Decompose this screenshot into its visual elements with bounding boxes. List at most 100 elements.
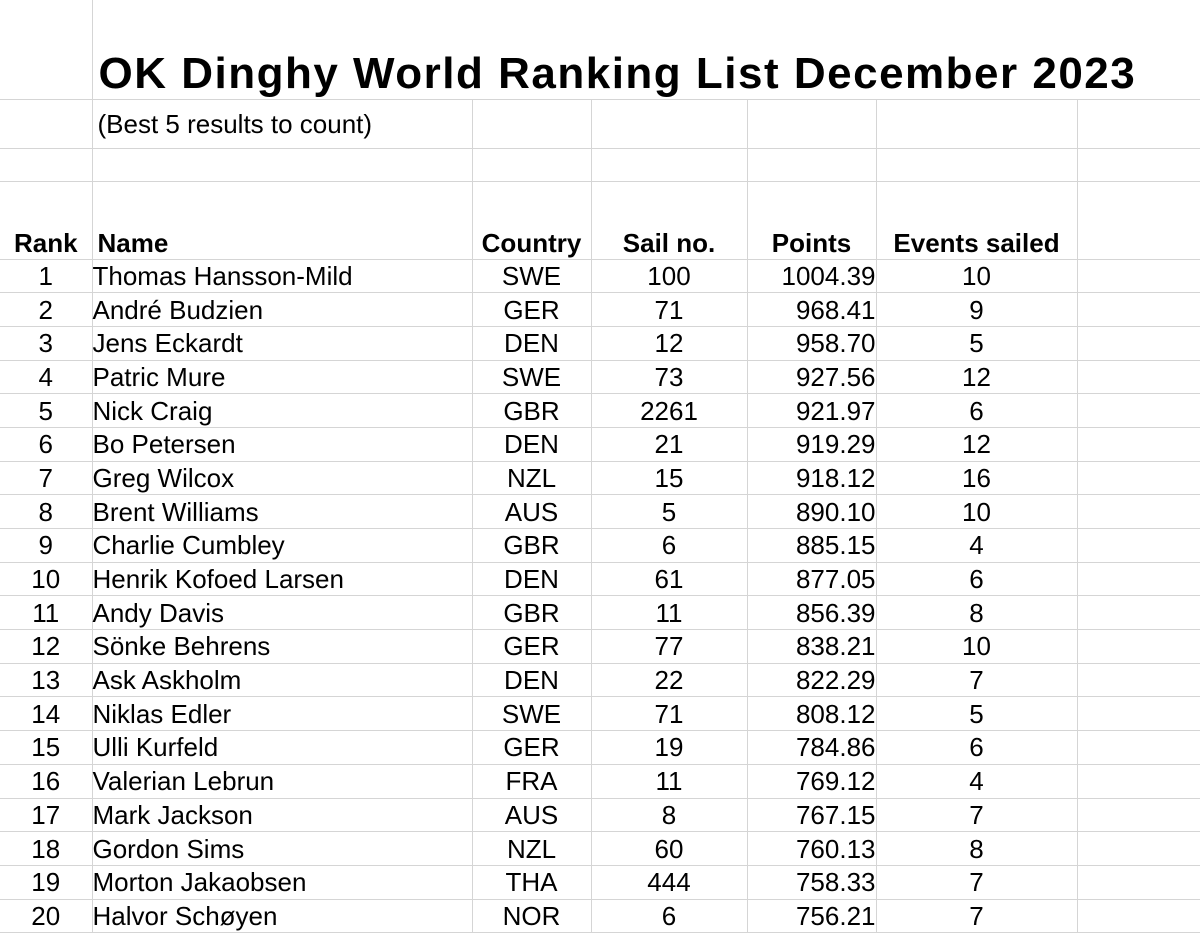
points-cell: 758.33 bbox=[747, 865, 877, 900]
table-row: 9 Charlie Cumbley GBR 6 885.15 4 bbox=[0, 528, 1200, 563]
rank-cell: 4 bbox=[0, 360, 93, 395]
country-cell: DEN bbox=[472, 427, 592, 462]
sail-no-cell: 11 bbox=[591, 764, 748, 799]
sail-no-cell: 71 bbox=[591, 292, 748, 327]
sail-no-cell: 19 bbox=[591, 730, 748, 765]
empty-cell bbox=[1077, 629, 1200, 664]
column-header-points: Points bbox=[747, 181, 877, 260]
points-cell: 769.12 bbox=[747, 764, 877, 799]
rank-cell: 17 bbox=[0, 798, 93, 833]
table-row: 6 Bo Petersen DEN 21 919.29 12 bbox=[0, 427, 1200, 462]
table-row: 13 Ask Askholm DEN 22 822.29 7 bbox=[0, 663, 1200, 698]
empty-cell bbox=[1077, 730, 1200, 765]
empty-cell bbox=[1077, 831, 1200, 866]
country-cell: GER bbox=[472, 292, 592, 327]
name-cell: Mark Jackson bbox=[92, 798, 473, 833]
column-header-events-sailed: Events sailed bbox=[876, 181, 1078, 260]
country-cell: GER bbox=[472, 730, 592, 765]
rank-cell: 3 bbox=[0, 326, 93, 361]
empty-cell bbox=[1077, 360, 1200, 395]
country-cell: AUS bbox=[472, 494, 592, 529]
country-cell: NZL bbox=[472, 461, 592, 496]
name-cell: Gordon Sims bbox=[92, 831, 473, 866]
empty-cell bbox=[1077, 393, 1200, 428]
name-cell: Halvor Schøyen bbox=[92, 899, 473, 933]
table-row: 8 Brent Williams AUS 5 890.10 10 bbox=[0, 494, 1200, 529]
events-sailed-cell: 5 bbox=[876, 696, 1078, 732]
events-sailed-cell: 6 bbox=[876, 730, 1078, 765]
rank-cell: 5 bbox=[0, 393, 93, 428]
empty-cell bbox=[1077, 663, 1200, 698]
column-header-rank: Rank bbox=[0, 181, 93, 260]
sail-no-cell: 8 bbox=[591, 798, 748, 833]
points-cell: 1004.39 bbox=[747, 259, 877, 294]
rank-cell: 1 bbox=[0, 259, 93, 294]
empty-cell bbox=[591, 148, 748, 182]
events-sailed-cell: 4 bbox=[876, 764, 1078, 799]
name-cell: Thomas Hansson-Mild bbox=[92, 259, 473, 294]
empty-cell bbox=[747, 148, 877, 182]
name-cell: Brent Williams bbox=[92, 494, 473, 529]
country-cell: NZL bbox=[472, 831, 592, 866]
empty-cell bbox=[1077, 259, 1200, 294]
table-row: 12 Sönke Behrens GER 77 838.21 10 bbox=[0, 629, 1200, 664]
points-cell: 838.21 bbox=[747, 629, 877, 664]
points-cell: 756.21 bbox=[747, 899, 877, 933]
name-cell: Greg Wilcox bbox=[92, 461, 473, 496]
subtitle-cell: (Best 5 results to count) bbox=[92, 99, 473, 149]
points-cell: 760.13 bbox=[747, 831, 877, 866]
points-cell: 919.29 bbox=[747, 427, 877, 462]
empty-cell bbox=[1077, 528, 1200, 563]
empty-cell bbox=[1077, 181, 1200, 260]
rank-cell: 2 bbox=[0, 292, 93, 327]
ranking-rows: 1 Thomas Hansson-Mild SWE 100 1004.39 10… bbox=[0, 259, 1200, 933]
events-sailed-cell: 12 bbox=[876, 360, 1078, 395]
empty-cell bbox=[1077, 764, 1200, 799]
events-sailed-cell: 10 bbox=[876, 494, 1078, 529]
sail-no-cell: 22 bbox=[591, 663, 748, 698]
sail-no-cell: 11 bbox=[591, 595, 748, 631]
points-cell: 767.15 bbox=[747, 798, 877, 833]
sail-no-cell: 61 bbox=[591, 562, 748, 597]
country-cell: DEN bbox=[472, 663, 592, 698]
sail-no-cell: 12 bbox=[591, 326, 748, 361]
empty-cell bbox=[1077, 798, 1200, 833]
name-cell: Valerian Lebrun bbox=[92, 764, 473, 799]
empty-cell bbox=[1077, 326, 1200, 361]
country-cell: DEN bbox=[472, 562, 592, 597]
country-cell: THA bbox=[472, 865, 592, 900]
sail-no-cell: 6 bbox=[591, 899, 748, 933]
events-sailed-cell: 4 bbox=[876, 528, 1078, 563]
points-cell: 927.56 bbox=[747, 360, 877, 395]
table-row: 11 Andy Davis GBR 11 856.39 8 bbox=[0, 595, 1200, 631]
table-row: 20 Halvor Schøyen NOR 6 756.21 7 bbox=[0, 899, 1200, 933]
name-cell: Ask Askholm bbox=[92, 663, 473, 698]
empty-cell bbox=[876, 99, 1078, 149]
table-row: 18 Gordon Sims NZL 60 760.13 8 bbox=[0, 831, 1200, 866]
name-cell: Sönke Behrens bbox=[92, 629, 473, 664]
sail-no-cell: 71 bbox=[591, 696, 748, 732]
empty-cell bbox=[1077, 562, 1200, 597]
country-cell: NOR bbox=[472, 899, 592, 933]
country-cell: GBR bbox=[472, 528, 592, 563]
rank-cell: 9 bbox=[0, 528, 93, 563]
points-cell: 885.15 bbox=[747, 528, 877, 563]
rank-cell: 12 bbox=[0, 629, 93, 664]
name-cell: Andy Davis bbox=[92, 595, 473, 631]
table-row: 7 Greg Wilcox NZL 15 918.12 16 bbox=[0, 461, 1200, 496]
empty-cell bbox=[876, 148, 1078, 182]
rank-cell: 7 bbox=[0, 461, 93, 496]
sail-no-cell: 60 bbox=[591, 831, 748, 866]
empty-cell bbox=[1077, 427, 1200, 462]
points-cell: 856.39 bbox=[747, 595, 877, 631]
table-row: 1 Thomas Hansson-Mild SWE 100 1004.39 10 bbox=[0, 259, 1200, 294]
empty-cell bbox=[1077, 461, 1200, 496]
events-sailed-cell: 8 bbox=[876, 831, 1078, 866]
rank-cell: 16 bbox=[0, 764, 93, 799]
name-cell: Patric Mure bbox=[92, 360, 473, 395]
rank-cell: 18 bbox=[0, 831, 93, 866]
empty-cell bbox=[591, 99, 748, 149]
empty-cell bbox=[0, 0, 93, 100]
empty-cell bbox=[1077, 595, 1200, 631]
